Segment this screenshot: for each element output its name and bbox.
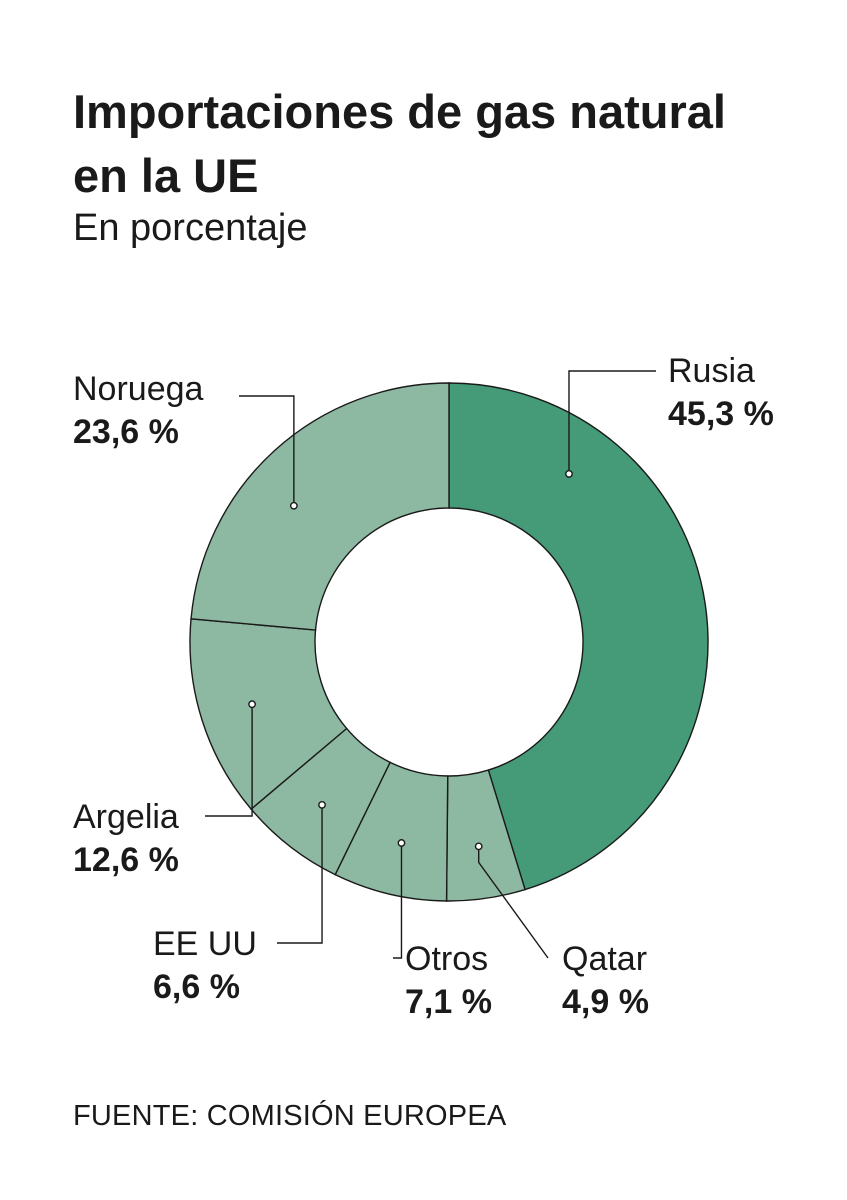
- leader-dot-rusia: [565, 470, 573, 478]
- label-name-qatar: Qatar: [562, 940, 647, 978]
- leader-line-otros: [393, 842, 403, 959]
- source-note: FUENTE: COMISIÓN EUROPEA: [73, 1100, 507, 1132]
- label-name-noruega: Noruega: [73, 370, 204, 408]
- chart-subtitle: En porcentaje: [73, 207, 308, 249]
- slice-noruega: [190, 382, 450, 631]
- slice-rusia: [448, 382, 709, 891]
- leader-dot-otros: [397, 839, 406, 847]
- leader-dot-noruega: [289, 501, 298, 510]
- leader-line-ee-uu: [277, 804, 323, 944]
- leader-dot-argelia: [248, 700, 256, 709]
- leader-dot-ee-uu: [318, 800, 326, 809]
- label-value-rusia: 45,3 %: [668, 395, 774, 433]
- leader-line-argelia: [205, 704, 253, 817]
- label-value-qatar: 4,9 %: [562, 983, 649, 1021]
- leader-line-noruega: [239, 395, 295, 506]
- label-name-otros: Otros: [405, 940, 488, 978]
- label-value-ee-uu: 6,6 %: [153, 968, 240, 1006]
- leader-line-qatar: [478, 846, 549, 959]
- label-name-argelia: Argelia: [73, 798, 179, 836]
- chart-title: Importaciones de gas natural en la UE: [73, 85, 726, 202]
- slice-argelia: [189, 618, 348, 811]
- label-name-ee-uu: EE UU: [153, 925, 257, 963]
- leader-line-rusia: [568, 370, 656, 474]
- label-value-argelia: 12,6 %: [73, 841, 179, 879]
- label-name-rusia: Rusia: [668, 352, 755, 390]
- label-value-otros: 7,1 %: [405, 983, 492, 1021]
- label-value-noruega: 23,6 %: [73, 413, 179, 451]
- leader-dot-qatar: [474, 842, 483, 851]
